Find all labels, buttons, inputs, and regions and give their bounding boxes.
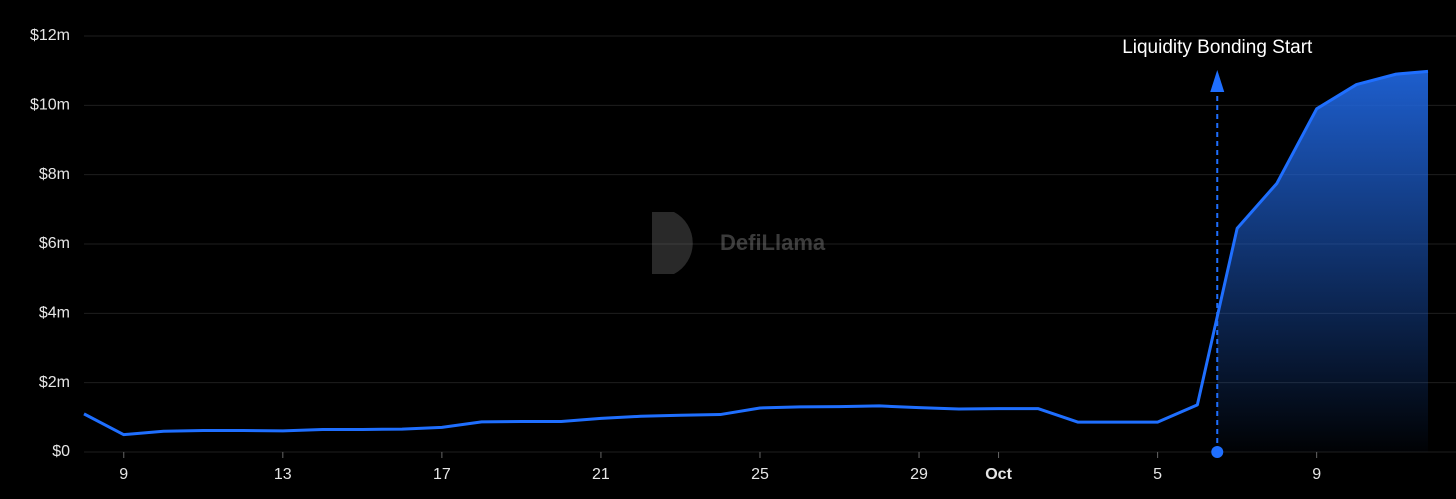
watermark-logo xyxy=(652,212,693,274)
y-tick-label: $4m xyxy=(39,305,70,322)
y-tick-label: $6m xyxy=(39,235,70,252)
x-tick-label: 21 xyxy=(592,466,610,483)
annotation-dot xyxy=(1211,446,1224,458)
y-tick-label: $12m xyxy=(30,27,70,44)
y-tick-label: $8m xyxy=(39,166,70,183)
annotation-arrow xyxy=(1210,70,1225,92)
y-tick-label: $10m xyxy=(30,97,70,114)
line xyxy=(83,69,1429,437)
x-tick-label: 17 xyxy=(433,466,451,483)
y-tick-label: $0 xyxy=(52,443,70,460)
x-tick-label: 29 xyxy=(910,466,928,483)
x-tick-label: 9 xyxy=(1312,466,1321,483)
x-tick-label: Oct xyxy=(985,466,1012,483)
area xyxy=(1217,71,1428,452)
x-tick-label: 13 xyxy=(274,466,292,483)
x-tick-label: 5 xyxy=(1153,466,1162,483)
annotation-text: Liquidity Bonding Start xyxy=(1122,37,1313,58)
x-tick-label: 9 xyxy=(119,466,128,483)
y-tick-label: $2m xyxy=(39,374,70,391)
watermark-text: DefiLlama xyxy=(720,230,826,255)
watermark: DefiLlama xyxy=(652,212,826,274)
x-tick-label: 25 xyxy=(751,466,769,483)
